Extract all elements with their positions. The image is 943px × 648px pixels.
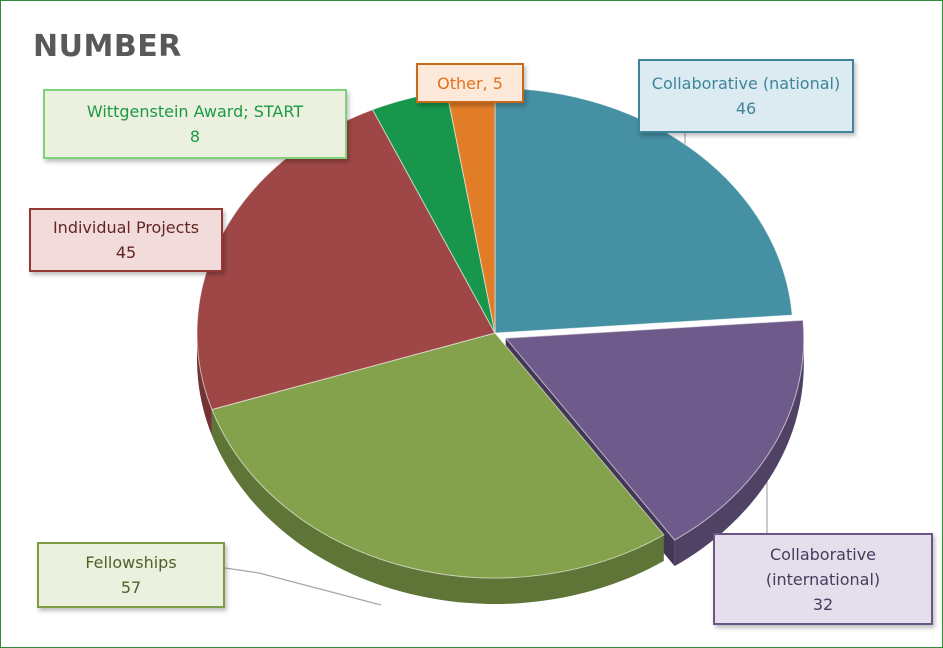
label-collaborative-national-value: 46 [735,99,757,118]
pie-tops [196,87,805,579]
label-wittgenstein: Wittgenstein Award; START 8 [43,89,347,159]
chart-title: NUMBER [33,29,182,64]
pie-side-collaborative-international [674,338,804,567]
label-collaborative-international: Collaborative (international) 32 [713,533,933,625]
label-fellowships-value: 57 [120,578,142,597]
label-collaborative-international-name-1: Collaborative [769,544,876,564]
label-other-value: 5 [492,73,503,93]
pie-slice-collaborative-national [494,87,793,334]
pie-slice-collaborative-international [504,319,805,541]
label-collaborative-national: Collaborative (national) 46 [638,59,854,133]
leader-line-fellowships [224,567,382,606]
label-individual-projects-name: Individual Projects [52,218,200,237]
label-other-name: Other [437,73,483,93]
label-collaborative-international-value: 32 [812,594,834,614]
label-fellowships: Fellowships 57 [37,542,225,608]
pie-side-fellowships [211,409,664,604]
pie-side-individual-projects [197,333,212,436]
label-other: Other, 5 [416,63,524,103]
label-individual-projects: Individual Projects 45 [29,208,223,272]
label-fellowships-name: Fellowships [85,553,177,572]
label-collaborative-international-name-2: (international) [765,569,881,589]
label-other-sep: , [482,73,493,93]
label-individual-projects-value: 45 [115,243,137,262]
label-wittgenstein-name: Wittgenstein Award; START [86,102,304,121]
pie-slice-fellowships [211,332,665,579]
label-collaborative-national-name: Collaborative (national) [651,74,841,93]
label-wittgenstein-value: 8 [189,127,201,146]
